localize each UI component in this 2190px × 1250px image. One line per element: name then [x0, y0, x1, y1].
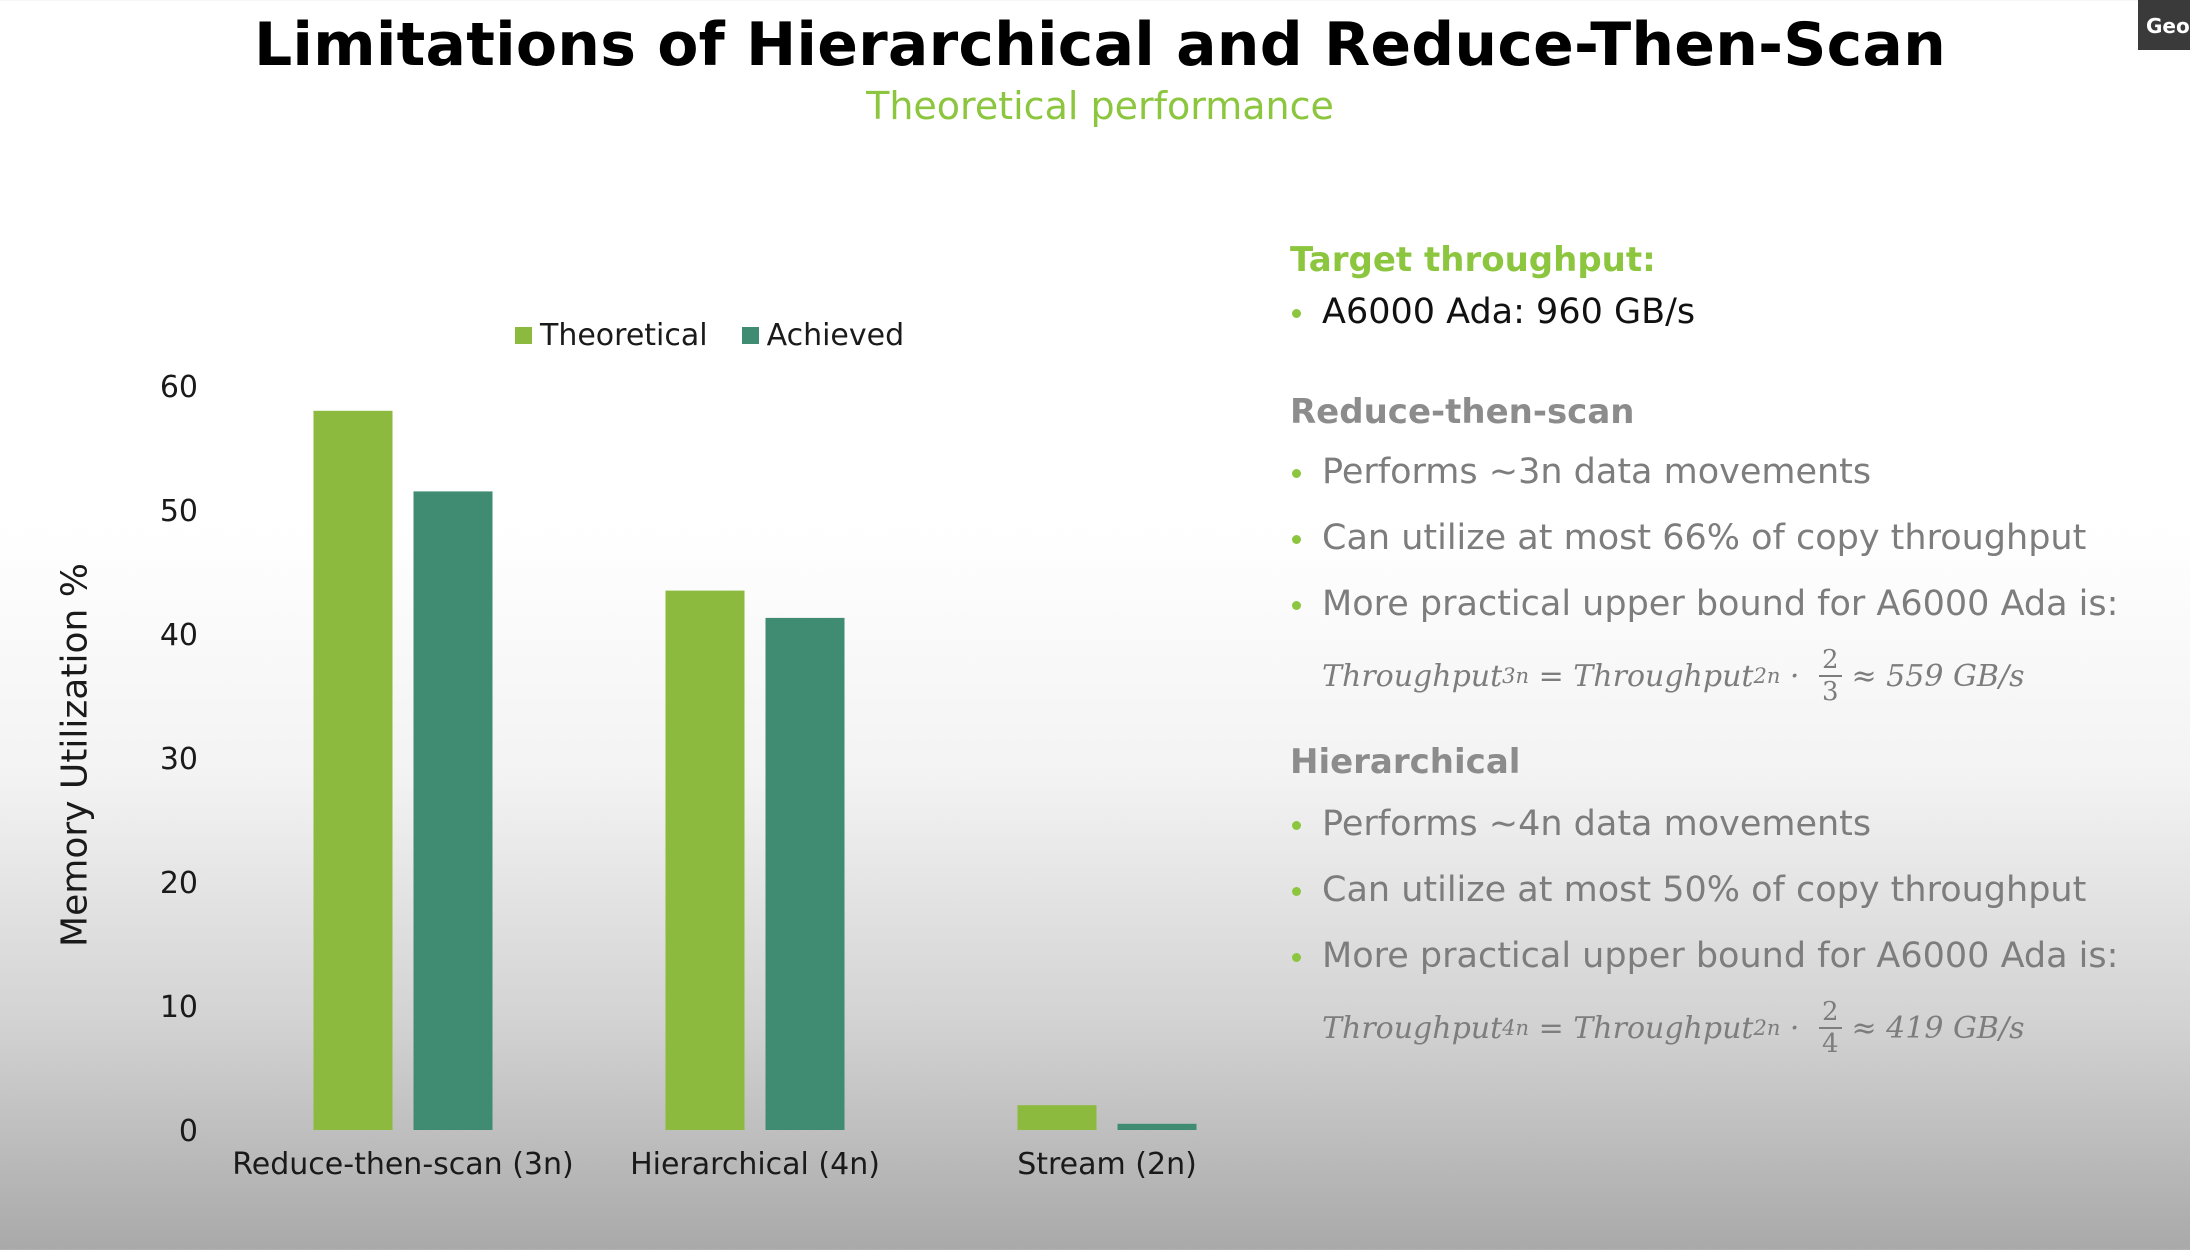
formula-lhs: Throughput — [1322, 658, 1503, 694]
formula-eq: = — [1529, 1010, 1574, 1046]
x-tick-label: Reduce-then-scan (3n) — [232, 1147, 573, 1182]
rts-formula: Throughput 3n = Throughput 2n · 2 3 ≈ 559 … — [1290, 636, 2170, 716]
legend-swatch-theoretical — [515, 327, 532, 344]
formula-fraction: 2 3 — [1818, 645, 1842, 707]
y-tick-label: 10 — [160, 990, 198, 1025]
formula-lhs: Throughput — [1322, 1010, 1503, 1046]
formula-dot: · — [1780, 1010, 1809, 1046]
formula-result: ≈ 559 GB/s — [1851, 658, 2025, 694]
fraction-numerator: 2 — [1818, 997, 1842, 1029]
info-panel: Target throughput: A6000 Ada: 960 GB/s R… — [1290, 240, 2170, 1068]
target-item: A6000 Ada: 960 GB/s — [1290, 292, 2170, 332]
fraction-numerator: 2 — [1818, 645, 1842, 677]
legend-item-theoretical: Theoretical — [515, 318, 708, 353]
y-tick-label: 60 — [160, 370, 198, 405]
bar-theoretical-2 — [1017, 1105, 1097, 1130]
fraction-denominator: 4 — [1821, 1029, 1839, 1059]
y-tick-label: 0 — [179, 1114, 198, 1149]
target-throughput-heading: Target throughput: — [1290, 240, 1656, 280]
fraction-denominator: 3 — [1821, 677, 1839, 707]
y-tick-label: 40 — [160, 618, 198, 653]
rts-list: Performs ~3n data movements Can utilize … — [1290, 452, 2170, 624]
bar-chart: 0 10 20 30 40 50 60 Reduce-then-scan (3n) Hierar… — [160, 370, 1197, 1182]
formula-rhs-sub: 2n — [1753, 1016, 1781, 1040]
y-tick-label: 50 — [160, 494, 198, 529]
bar-achieved-0 — [413, 491, 493, 1130]
hier-item: Performs ~4n data movements — [1290, 804, 2170, 844]
formula-rhs: Throughput — [1573, 658, 1754, 694]
hier-item: More practical upper bound for A6000 Ada… — [1290, 936, 2170, 976]
x-tick-label: Stream (2n) — [1017, 1147, 1197, 1182]
formula-result: ≈ 419 GB/s — [1851, 1010, 2025, 1046]
hier-heading: Hierarchical — [1290, 742, 1521, 782]
bar-achieved-1 — [765, 617, 845, 1130]
rts-item: Performs ~3n data movements — [1290, 452, 2170, 492]
rts-heading: Reduce-then-scan — [1290, 392, 1635, 432]
chart-legend: Theoretical Achieved — [515, 318, 904, 353]
presenter-badge: Georg — [2138, 0, 2190, 50]
formula-lhs-sub: 3n — [1502, 664, 1530, 688]
hier-item: Can utilize at most 50% of copy throughp… — [1290, 870, 2170, 910]
hier-list: Performs ~4n data movements Can utilize … — [1290, 804, 2170, 976]
slide-title: Limitations of Hierarchical and Reduce-T… — [253, 10, 1947, 80]
rts-item: More practical upper bound for A6000 Ada… — [1290, 584, 2170, 624]
target-list: A6000 Ada: 960 GB/s — [1290, 292, 2170, 332]
legend-label-theoretical: Theoretical — [540, 318, 708, 353]
x-tick-label: Hierarchical (4n) — [630, 1147, 880, 1182]
formula-rhs: Throughput — [1573, 1010, 1754, 1046]
legend-label-achieved: Achieved — [766, 318, 905, 353]
formula-rhs-sub: 2n — [1753, 664, 1781, 688]
y-tick-label: 20 — [160, 866, 198, 901]
bar-achieved-2 — [1117, 1123, 1197, 1130]
formula-fraction: 2 4 — [1818, 997, 1842, 1059]
bar-theoretical-1 — [665, 590, 745, 1130]
rts-item: Can utilize at most 66% of copy throughp… — [1290, 518, 2170, 558]
formula-dot: · — [1780, 658, 1809, 694]
formula-lhs-sub: 4n — [1502, 1016, 1530, 1040]
legend-item-achieved: Achieved — [741, 318, 905, 353]
y-tick-label: 30 — [160, 742, 198, 777]
hier-formula: Throughput 4n = Throughput 2n · 2 4 ≈ 419 … — [1290, 988, 2170, 1068]
bar-theoretical-0 — [313, 410, 393, 1130]
slide-subtitle: Theoretical performance — [866, 84, 1334, 128]
legend-swatch-achieved — [741, 327, 759, 344]
formula-eq: = — [1529, 658, 1574, 694]
